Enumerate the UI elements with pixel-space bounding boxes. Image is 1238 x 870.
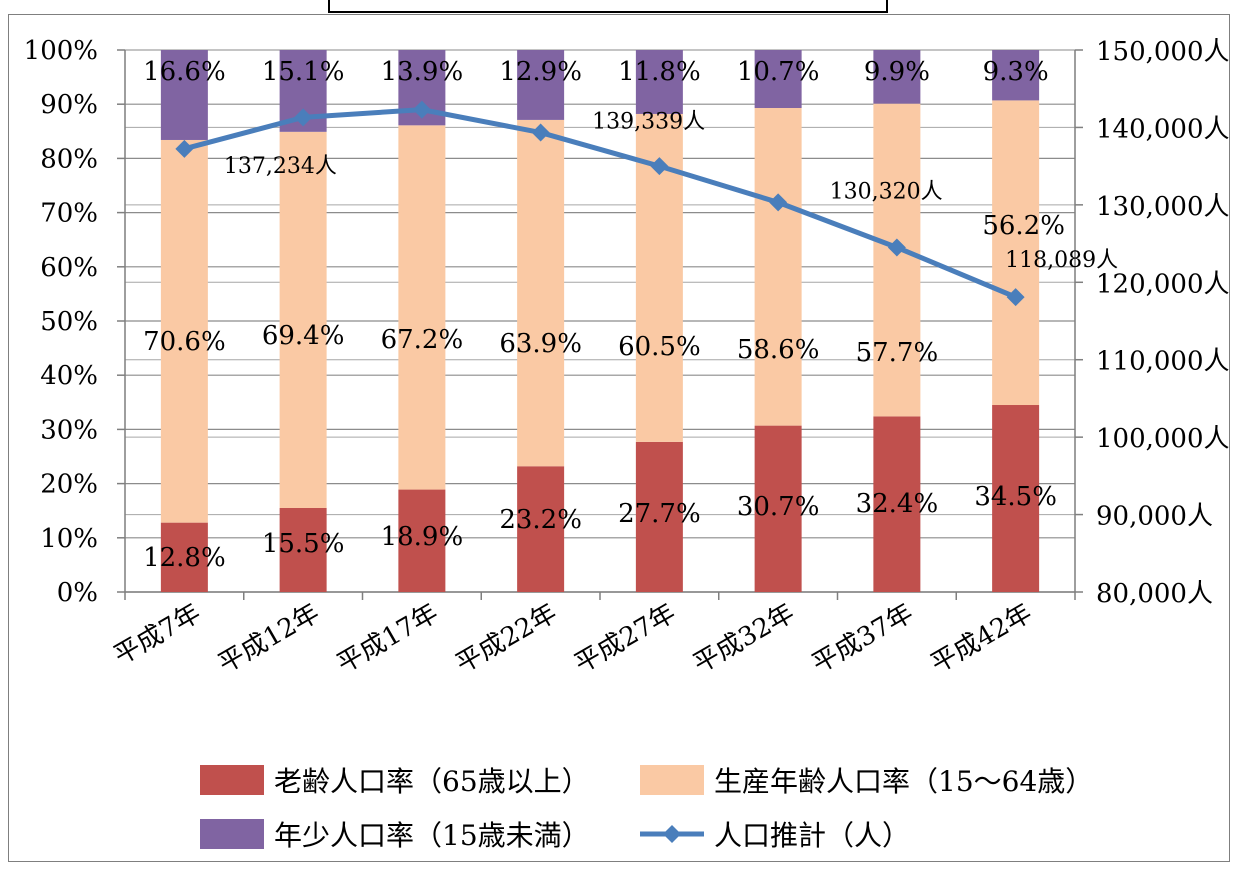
legend-label-elderly: 老齢人口率（65歳以上） [274, 765, 590, 798]
data-label-s2-0: 16.6% [143, 57, 226, 87]
population-marker-1 [294, 108, 313, 127]
population-label-3: 139,339人 [592, 110, 705, 135]
y-right-tick-label: 100,000人 [1096, 424, 1230, 454]
data-label-s2-2: 13.9% [381, 57, 464, 87]
data-label-s2-5: 10.7% [737, 57, 820, 87]
legend-swatch-working [640, 765, 704, 795]
legend-swatch-youth [200, 819, 264, 849]
population-marker-6 [887, 238, 906, 257]
x-tick-label: 平成17年 [332, 598, 443, 680]
y-right-tick-label: 80,000人 [1096, 579, 1213, 609]
y-right-tick-label: 120,000人 [1096, 269, 1230, 299]
bar-segment-s2-6 [873, 50, 921, 104]
y-left-tick-label: 10% [40, 524, 98, 554]
x-tick-label: 平成37年 [807, 598, 918, 680]
legend-swatch-elderly [200, 765, 264, 795]
bar-segment-s2-5 [754, 50, 802, 108]
population-line [183, 107, 1017, 300]
chart-plot: 12.8% 15.5% 18.9% 23.2% 27.7% 30.7% 32.4% 34.5%… [24, 36, 1230, 680]
data-label-s0-2: 18.9% [381, 522, 464, 552]
data-label-s1-0: 70.6% [143, 327, 226, 357]
bar-segment-s1-1 [279, 131, 327, 508]
data-label-s0-0: 12.8% [143, 543, 226, 573]
population-label-7: 118,089人 [1005, 248, 1118, 273]
legend-item-elderly: 老齢人口率（65歳以上） [200, 760, 590, 800]
data-label-s1-5: 58.6% [737, 335, 820, 365]
bar-segment-s0-3 [517, 466, 565, 592]
population-marker-5 [769, 193, 788, 212]
data-label-s0-1: 15.5% [262, 529, 345, 559]
data-label-s0-6: 32.4% [856, 489, 939, 519]
legend-label-population: 人口推計（人） [714, 819, 911, 852]
x-tick-label: 平成7年 [109, 598, 206, 671]
legend-swatch-population [640, 819, 704, 849]
x-tick-label: 平成27年 [570, 598, 681, 680]
bar-segment-s1-3 [517, 119, 565, 467]
bar-segment-s1-0 [160, 139, 208, 523]
population-marker-3 [531, 123, 550, 142]
bar-segment-s0-6 [873, 416, 921, 592]
bar-segment-s0-4 [635, 441, 683, 592]
bar-segment-s1-6 [873, 103, 921, 417]
data-label-s2-1: 15.1% [262, 57, 345, 87]
x-tick-label: 平成12年 [213, 598, 324, 680]
bar-segment-s0-2 [398, 489, 446, 592]
data-label-s1-2: 67.2% [381, 325, 464, 355]
population-marker-4 [650, 157, 669, 176]
bar-segment-s1-5 [754, 107, 802, 426]
data-label-s0-5: 30.7% [737, 492, 820, 522]
y-left-tick-label: 80% [40, 144, 98, 174]
data-label-s1-1: 69.4% [262, 321, 345, 351]
bar-segment-s0-1 [279, 507, 327, 592]
y-left-tick-label: 50% [40, 307, 98, 337]
bar-segment-s0-0 [160, 522, 208, 592]
y-left-tick-label: 30% [40, 415, 98, 445]
bar-segment-s0-5 [754, 425, 802, 592]
x-tick-label: 平成22年 [451, 598, 562, 680]
data-label-s1-7: 56.2% [982, 211, 1065, 241]
legend-label-youth: 年少人口率（15歳未満） [274, 819, 590, 852]
data-label-s2-4: 11.8% [618, 57, 701, 87]
data-label-s2-7: 9.3% [983, 57, 1049, 87]
data-label-s2-3: 12.9% [499, 57, 582, 87]
title-box [328, 0, 888, 13]
population-marker-0 [175, 139, 194, 158]
y-left-tick-label: 70% [40, 199, 98, 229]
population-marker-7 [1006, 288, 1025, 307]
data-label-s1-4: 60.5% [618, 332, 701, 362]
y-left-tick-label: 60% [40, 253, 98, 283]
y-left-tick-label: 20% [40, 470, 98, 500]
y-left-tick-label: 90% [40, 90, 98, 120]
legend-item-population: 人口推計（人） [640, 814, 910, 854]
population-label-0: 137,234人 [224, 154, 337, 179]
data-label-s1-6: 57.7% [856, 338, 939, 368]
y-left-tick-label: 40% [40, 361, 98, 391]
x-tick-label: 平成42年 [926, 598, 1037, 680]
y-right-tick-label: 90,000人 [1096, 502, 1213, 532]
bar-segment-s1-7 [992, 100, 1040, 406]
bar-segment-s2-0 [160, 50, 208, 140]
legend-label-working: 生産年齢人口率（15～64歳） [714, 765, 1094, 798]
y-right-tick-label: 130,000人 [1096, 192, 1230, 222]
data-label-s0-3: 23.2% [499, 505, 582, 535]
legend-item-working: 生産年齢人口率（15～64歳） [640, 760, 1093, 800]
bar-segment-s1-2 [398, 125, 446, 490]
bar-segment-s2-4 [635, 50, 683, 114]
y-right-tick-label: 150,000人 [1096, 37, 1230, 67]
bar-segment-s2-3 [517, 50, 565, 120]
x-tick-label: 平成32年 [688, 598, 799, 680]
population-label-5: 130,320人 [830, 179, 943, 204]
y-right-tick-label: 140,000人 [1096, 114, 1230, 144]
y-right-tick-label: 110,000人 [1096, 347, 1230, 377]
bar-segment-s0-7 [992, 405, 1040, 592]
legend-item-youth: 年少人口率（15歳未満） [200, 814, 590, 854]
bar-segment-s2-7 [992, 50, 1040, 101]
data-label-s0-4: 27.7% [618, 499, 701, 529]
data-label-s2-6: 9.9% [864, 57, 930, 87]
population-marker-2 [412, 100, 431, 119]
data-label-s0-7: 34.5% [974, 482, 1057, 512]
y-left-tick-label: 0% [57, 578, 98, 608]
y-left-tick-label: 100% [24, 36, 98, 66]
data-label-s1-3: 63.9% [499, 329, 582, 359]
